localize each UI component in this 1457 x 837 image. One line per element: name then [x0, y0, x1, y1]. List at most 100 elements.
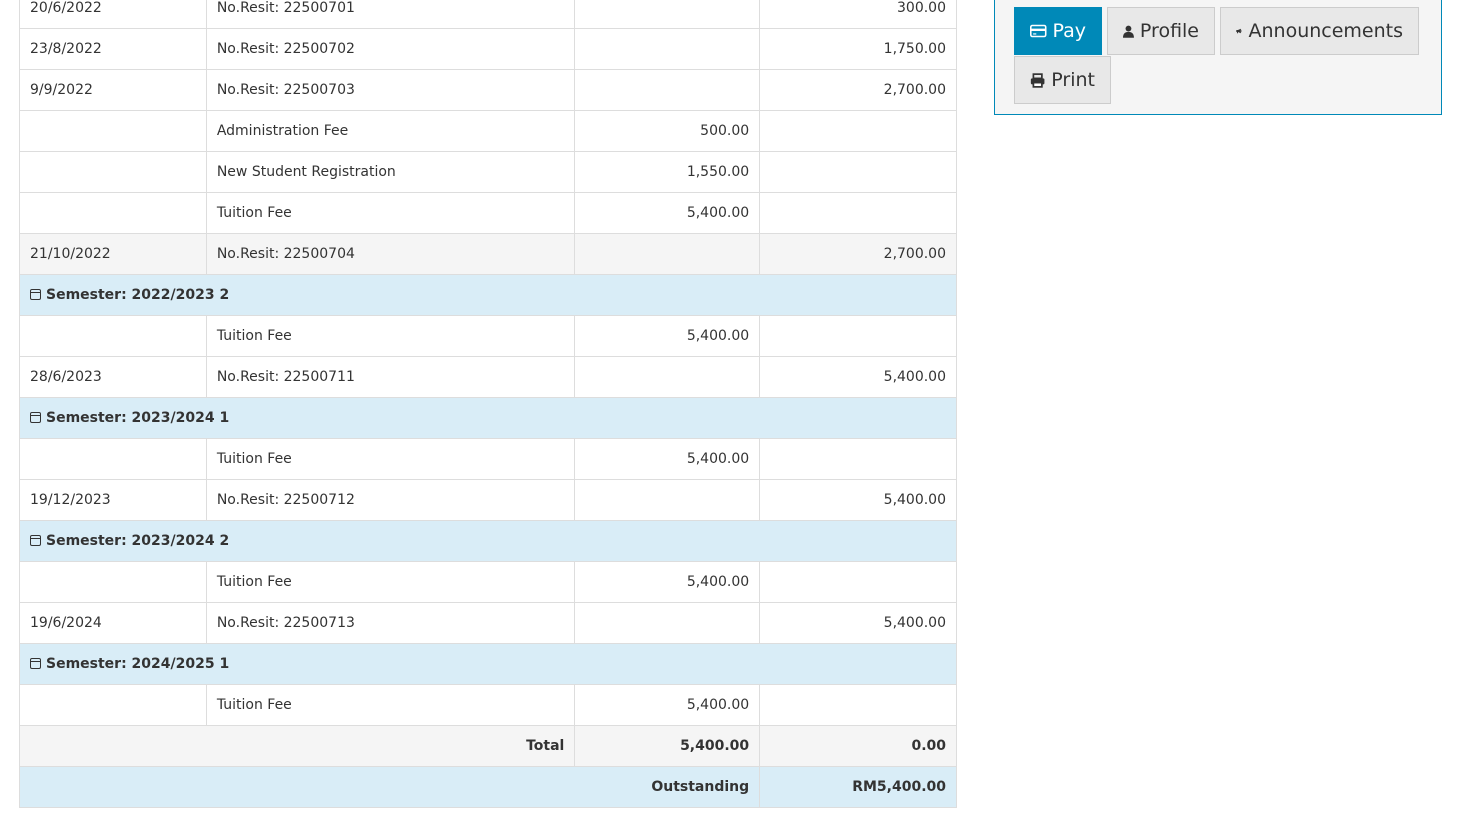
credit-cell: 5,400.00: [759, 356, 957, 398]
table-row: 28/6/2023 No.Resit: 22500711 5,400.00: [19, 356, 957, 398]
description-cell: Tuition Fee: [205, 438, 576, 480]
semester-header: Semester: 2023/2024 1: [19, 397, 957, 439]
credit-cell: [759, 192, 957, 234]
description-cell: No.Resit: 22500712: [205, 479, 576, 521]
credit-cell: [759, 315, 957, 357]
debit-cell: 5,400.00: [574, 315, 761, 357]
credit-cell: [759, 438, 957, 480]
outstanding-label: Outstanding: [18, 766, 761, 808]
calendar-icon: [30, 535, 41, 546]
description-cell: No.Resit: 22500703: [205, 69, 576, 111]
date-cell: [19, 438, 207, 480]
announcements-button[interactable]: Announcements: [1220, 7, 1419, 55]
debit-cell: 1,550.00: [574, 151, 761, 193]
table-row: Administration Fee 500.00: [19, 110, 957, 152]
table-row: New Student Registration 1,550.00: [19, 151, 957, 193]
outstanding-amount: RM5,400.00: [759, 766, 957, 808]
calendar-icon: [30, 412, 41, 423]
table-row: 20/6/2022 No.Resit: 22500701 300.00: [19, 0, 957, 29]
table-row: 9/9/2022 No.Resit: 22500703 2,700.00: [19, 69, 957, 111]
table-row: Tuition Fee 5,400.00: [19, 561, 957, 603]
table-row: 19/12/2023 No.Resit: 22500712 5,400.00: [19, 479, 957, 521]
debit-cell: 500.00: [574, 110, 761, 152]
announcements-label: Announcements: [1248, 20, 1403, 42]
debit-cell: 5,400.00: [574, 438, 761, 480]
semester-row: Semester: 2022/2023 2: [19, 274, 957, 316]
table-row: Tuition Fee 5,400.00: [19, 438, 957, 480]
pay-button[interactable]: Pay: [1014, 7, 1102, 55]
date-cell: 21/10/2022: [19, 233, 207, 275]
date-cell: [19, 192, 207, 234]
description-cell: No.Resit: 22500713: [205, 602, 576, 644]
semester-row: Semester: 2023/2024 1: [19, 397, 957, 439]
credit-cell: 2,700.00: [759, 69, 957, 111]
debit-cell: [574, 69, 761, 111]
table-row: 23/8/2022 No.Resit: 22500702 1,750.00: [19, 28, 957, 70]
calendar-icon: [30, 289, 41, 300]
semester-label: Semester: 2023/2024 1: [46, 410, 230, 426]
table-row: 21/10/2022 No.Resit: 22500704 2,700.00: [19, 233, 957, 275]
semester-header: Semester: 2024/2025 1: [19, 643, 957, 685]
date-cell: 23/8/2022: [19, 28, 207, 70]
table-row: Tuition Fee 5,400.00: [19, 684, 957, 726]
description-cell: Tuition Fee: [205, 561, 576, 603]
description-cell: Tuition Fee: [205, 315, 576, 357]
semester-label: Semester: 2023/2024 2: [46, 533, 230, 549]
calendar-icon: [30, 658, 41, 669]
print-label: Print: [1051, 69, 1095, 91]
description-cell: No.Resit: 22500704: [205, 233, 576, 275]
debit-cell: 5,400.00: [574, 684, 761, 726]
date-cell: 28/6/2023: [19, 356, 207, 398]
date-cell: [19, 315, 207, 357]
table-row: Tuition Fee 5,400.00: [19, 192, 957, 234]
credit-cell: [759, 684, 957, 726]
date-cell: 19/12/2023: [19, 479, 207, 521]
total-credit: 0.00: [759, 725, 957, 767]
table-row: 19/6/2024 No.Resit: 22500713 5,400.00: [19, 602, 957, 644]
description-cell: Tuition Fee: [205, 192, 576, 234]
statement-table: 20/6/2022 No.Resit: 22500701 300.00 23/8/20…: [18, 0, 957, 808]
profile-button[interactable]: Profile: [1107, 7, 1215, 55]
date-cell: [19, 684, 207, 726]
debit-cell: [574, 28, 761, 70]
description-cell: Tuition Fee: [205, 684, 576, 726]
description-cell: No.Resit: 22500701: [205, 0, 576, 29]
semester-header: Semester: 2023/2024 2: [19, 520, 957, 562]
debit-cell: [574, 479, 761, 521]
total-row: Total 5,400.00 0.00: [18, 725, 957, 767]
description-cell: Administration Fee: [205, 110, 576, 152]
semester-header: Semester: 2022/2023 2: [19, 274, 957, 316]
pay-label: Pay: [1052, 20, 1087, 42]
date-cell: 9/9/2022: [19, 69, 207, 111]
debit-cell: [574, 602, 761, 644]
outstanding-row: Outstanding RM5,400.00: [18, 766, 957, 808]
credit-cell: 300.00: [759, 0, 957, 29]
date-cell: [19, 561, 207, 603]
debit-cell: 5,400.00: [574, 192, 761, 234]
semester-row: Semester: 2023/2024 2: [19, 520, 957, 562]
description-cell: No.Resit: 22500711: [205, 356, 576, 398]
credit-cell: 5,400.00: [759, 479, 957, 521]
credit-cell: [759, 561, 957, 603]
semester-label: Semester: 2022/2023 2: [46, 287, 230, 303]
print-icon: [1030, 72, 1045, 88]
debit-cell: 5,400.00: [574, 561, 761, 603]
semester-label: Semester: 2024/2025 1: [46, 656, 230, 672]
print-button[interactable]: Print: [1014, 56, 1111, 104]
bullhorn-icon: [1236, 28, 1243, 34]
profile-label: Profile: [1139, 20, 1199, 42]
credit-cell: 1,750.00: [759, 28, 957, 70]
user-icon: [1123, 25, 1134, 38]
credit-cell: 2,700.00: [759, 233, 957, 275]
semester-row: Semester: 2024/2025 1: [19, 643, 957, 685]
credit-card-icon: [1030, 24, 1047, 38]
total-debit: 5,400.00: [574, 725, 761, 767]
date-cell: 20/6/2022: [19, 0, 207, 29]
debit-cell: [574, 233, 761, 275]
credit-cell: [759, 151, 957, 193]
table-row: Tuition Fee 5,400.00: [19, 315, 957, 357]
debit-cell: [574, 0, 761, 29]
debit-cell: [574, 356, 761, 398]
description-cell: No.Resit: 22500702: [205, 28, 576, 70]
date-cell: [19, 151, 207, 193]
